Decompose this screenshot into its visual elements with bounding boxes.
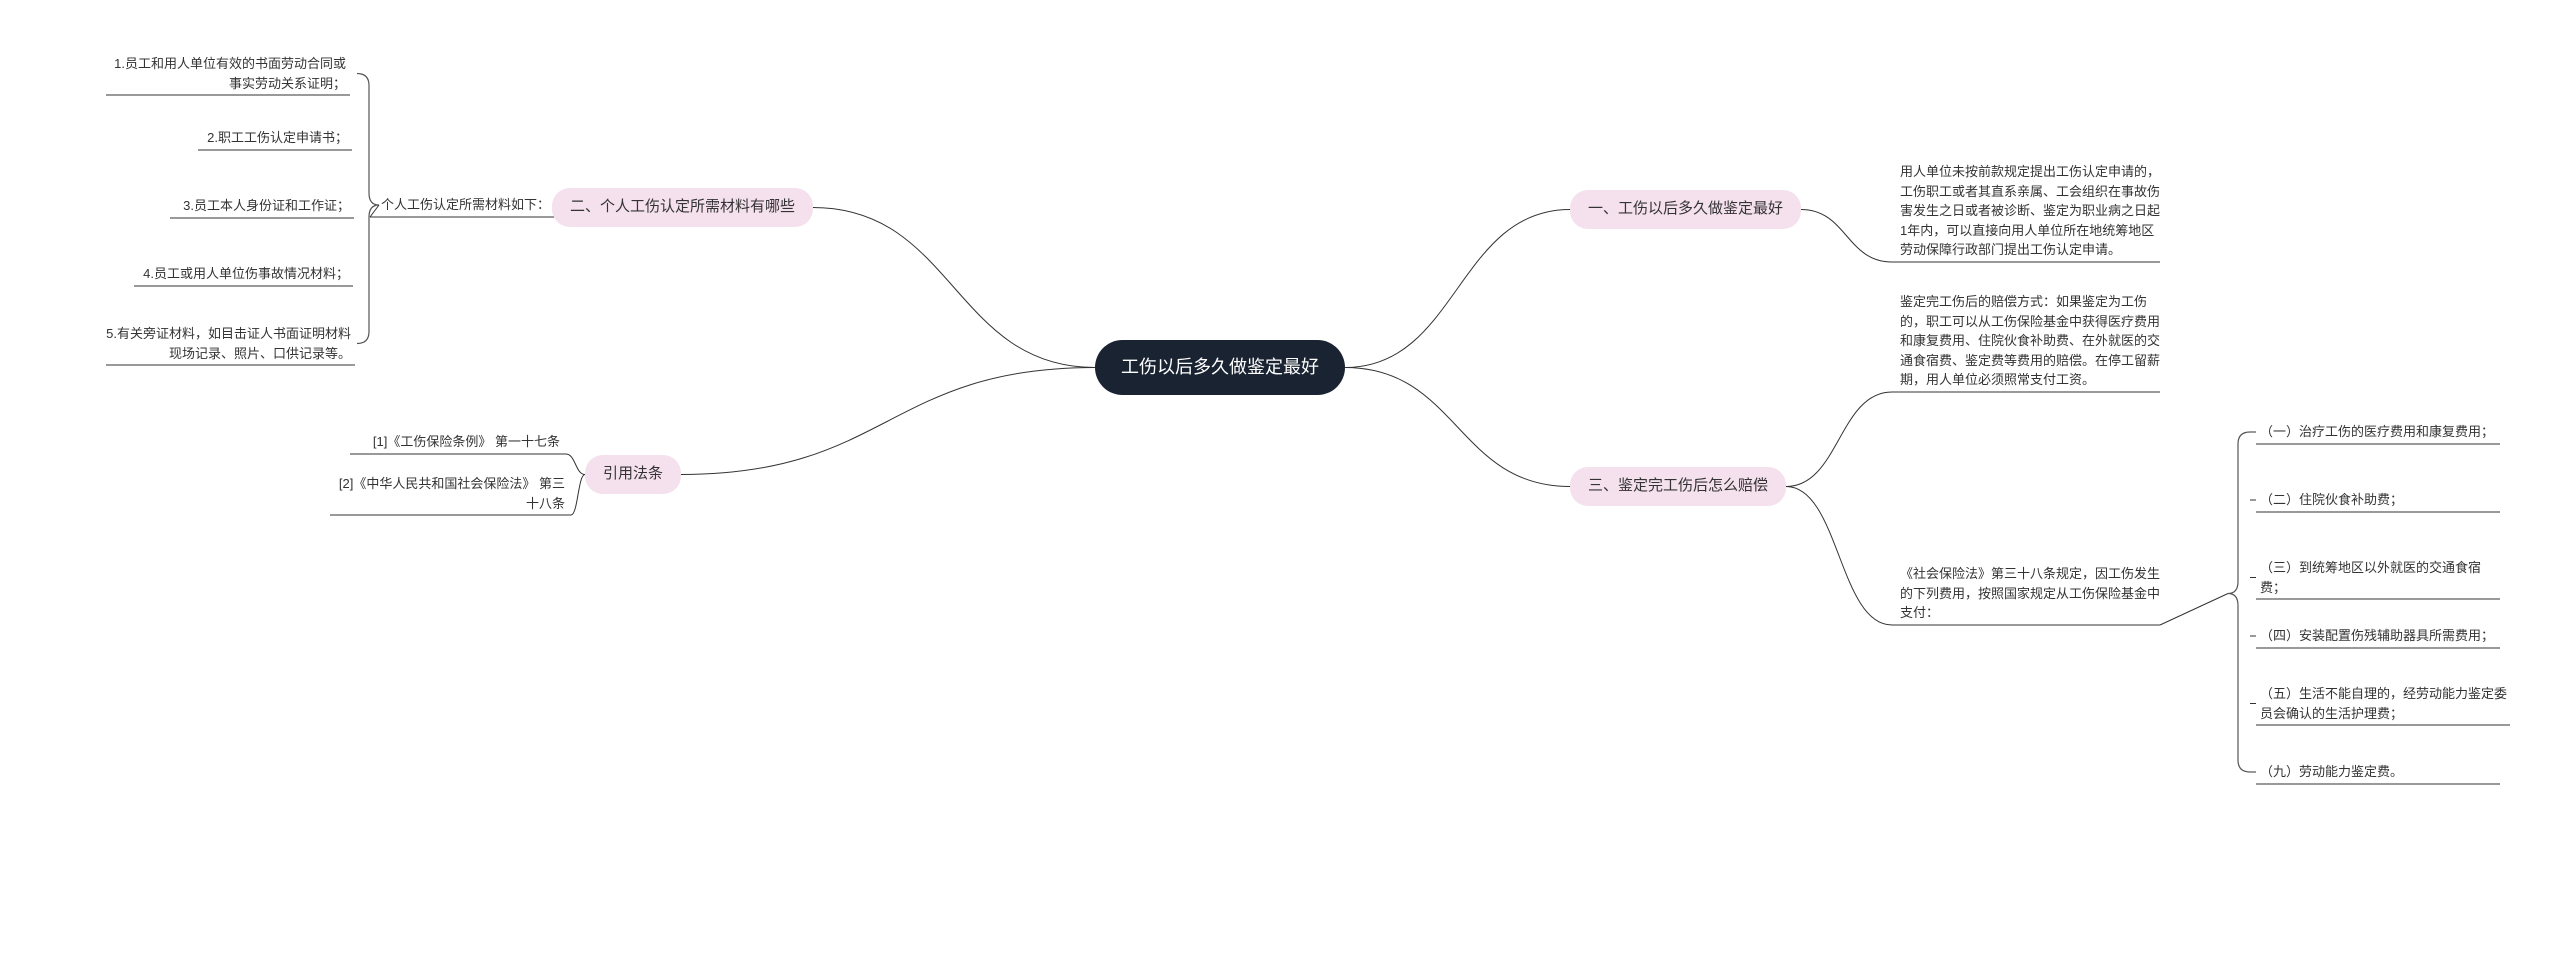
leaf-r3-0: 鉴定完工伤后的赔偿方式：如果鉴定为工伤的，职工可以从工伤保险基金中获得医疗费用和…	[1900, 290, 2160, 392]
branch-l2: 二、个人工伤认定所需材料有哪些	[552, 188, 813, 227]
leaf-r3-1-sub-1: （二）住院伙食补助费；	[2260, 488, 2500, 512]
leaf-lref-0: [1]《工伤保险条例》 第一十七条	[350, 430, 560, 454]
leaf-l2-2: 3.员工本人身份证和工作证；	[170, 194, 350, 218]
leaf-l2-1: 2.职工工伤认定申请书；	[198, 126, 348, 150]
leaf-r1-0: 用人单位未按前款规定提出工伤认定申请的，工伤职工或者其直系亲属、工会组织在事故伤…	[1900, 160, 2160, 262]
leaf-lref-1: [2]《中华人民共和国社会保险法》 第三十八条	[330, 472, 565, 515]
branch-lref: 引用法条	[585, 455, 681, 494]
root-node: 工伤以后多久做鉴定最好	[1095, 340, 1345, 395]
leaf-r3-1-sub-2: （三）到统筹地区以外就医的交通食宿费；	[2260, 556, 2500, 599]
leaf-r3-1-sub-5: （九）劳动能力鉴定费。	[2260, 760, 2500, 784]
leaf-l2-intermediate: 个人工伤认定所需材料如下：	[370, 193, 550, 217]
leaf-r3-1-sub-3: （四）安装配置伤残辅助器具所需费用；	[2260, 624, 2500, 648]
leaf-r3-1-sub-0: （一）治疗工伤的医疗费用和康复费用；	[2260, 420, 2500, 444]
branch-r1: 一、工伤以后多久做鉴定最好	[1570, 190, 1801, 229]
leaf-l2-4: 5.有关旁证材料，如目击证人书面证明材料现场记录、照片、口供记录等。	[106, 322, 351, 365]
leaf-l2-0: 1.员工和用人单位有效的书面劳动合同或事实劳动关系证明；	[106, 52, 346, 95]
leaf-l2-3: 4.员工或用人单位伤事故情况材料；	[134, 262, 349, 286]
branch-r3: 三、鉴定完工伤后怎么赔偿	[1570, 467, 1786, 506]
leaf-r3-1-sub-4: （五）生活不能自理的，经劳动能力鉴定委员会确认的生活护理费；	[2260, 682, 2510, 725]
leaf-r3-1: 《社会保险法》第三十八条规定，因工伤发生的下列费用，按照国家规定从工伤保险基金中…	[1900, 562, 2160, 625]
